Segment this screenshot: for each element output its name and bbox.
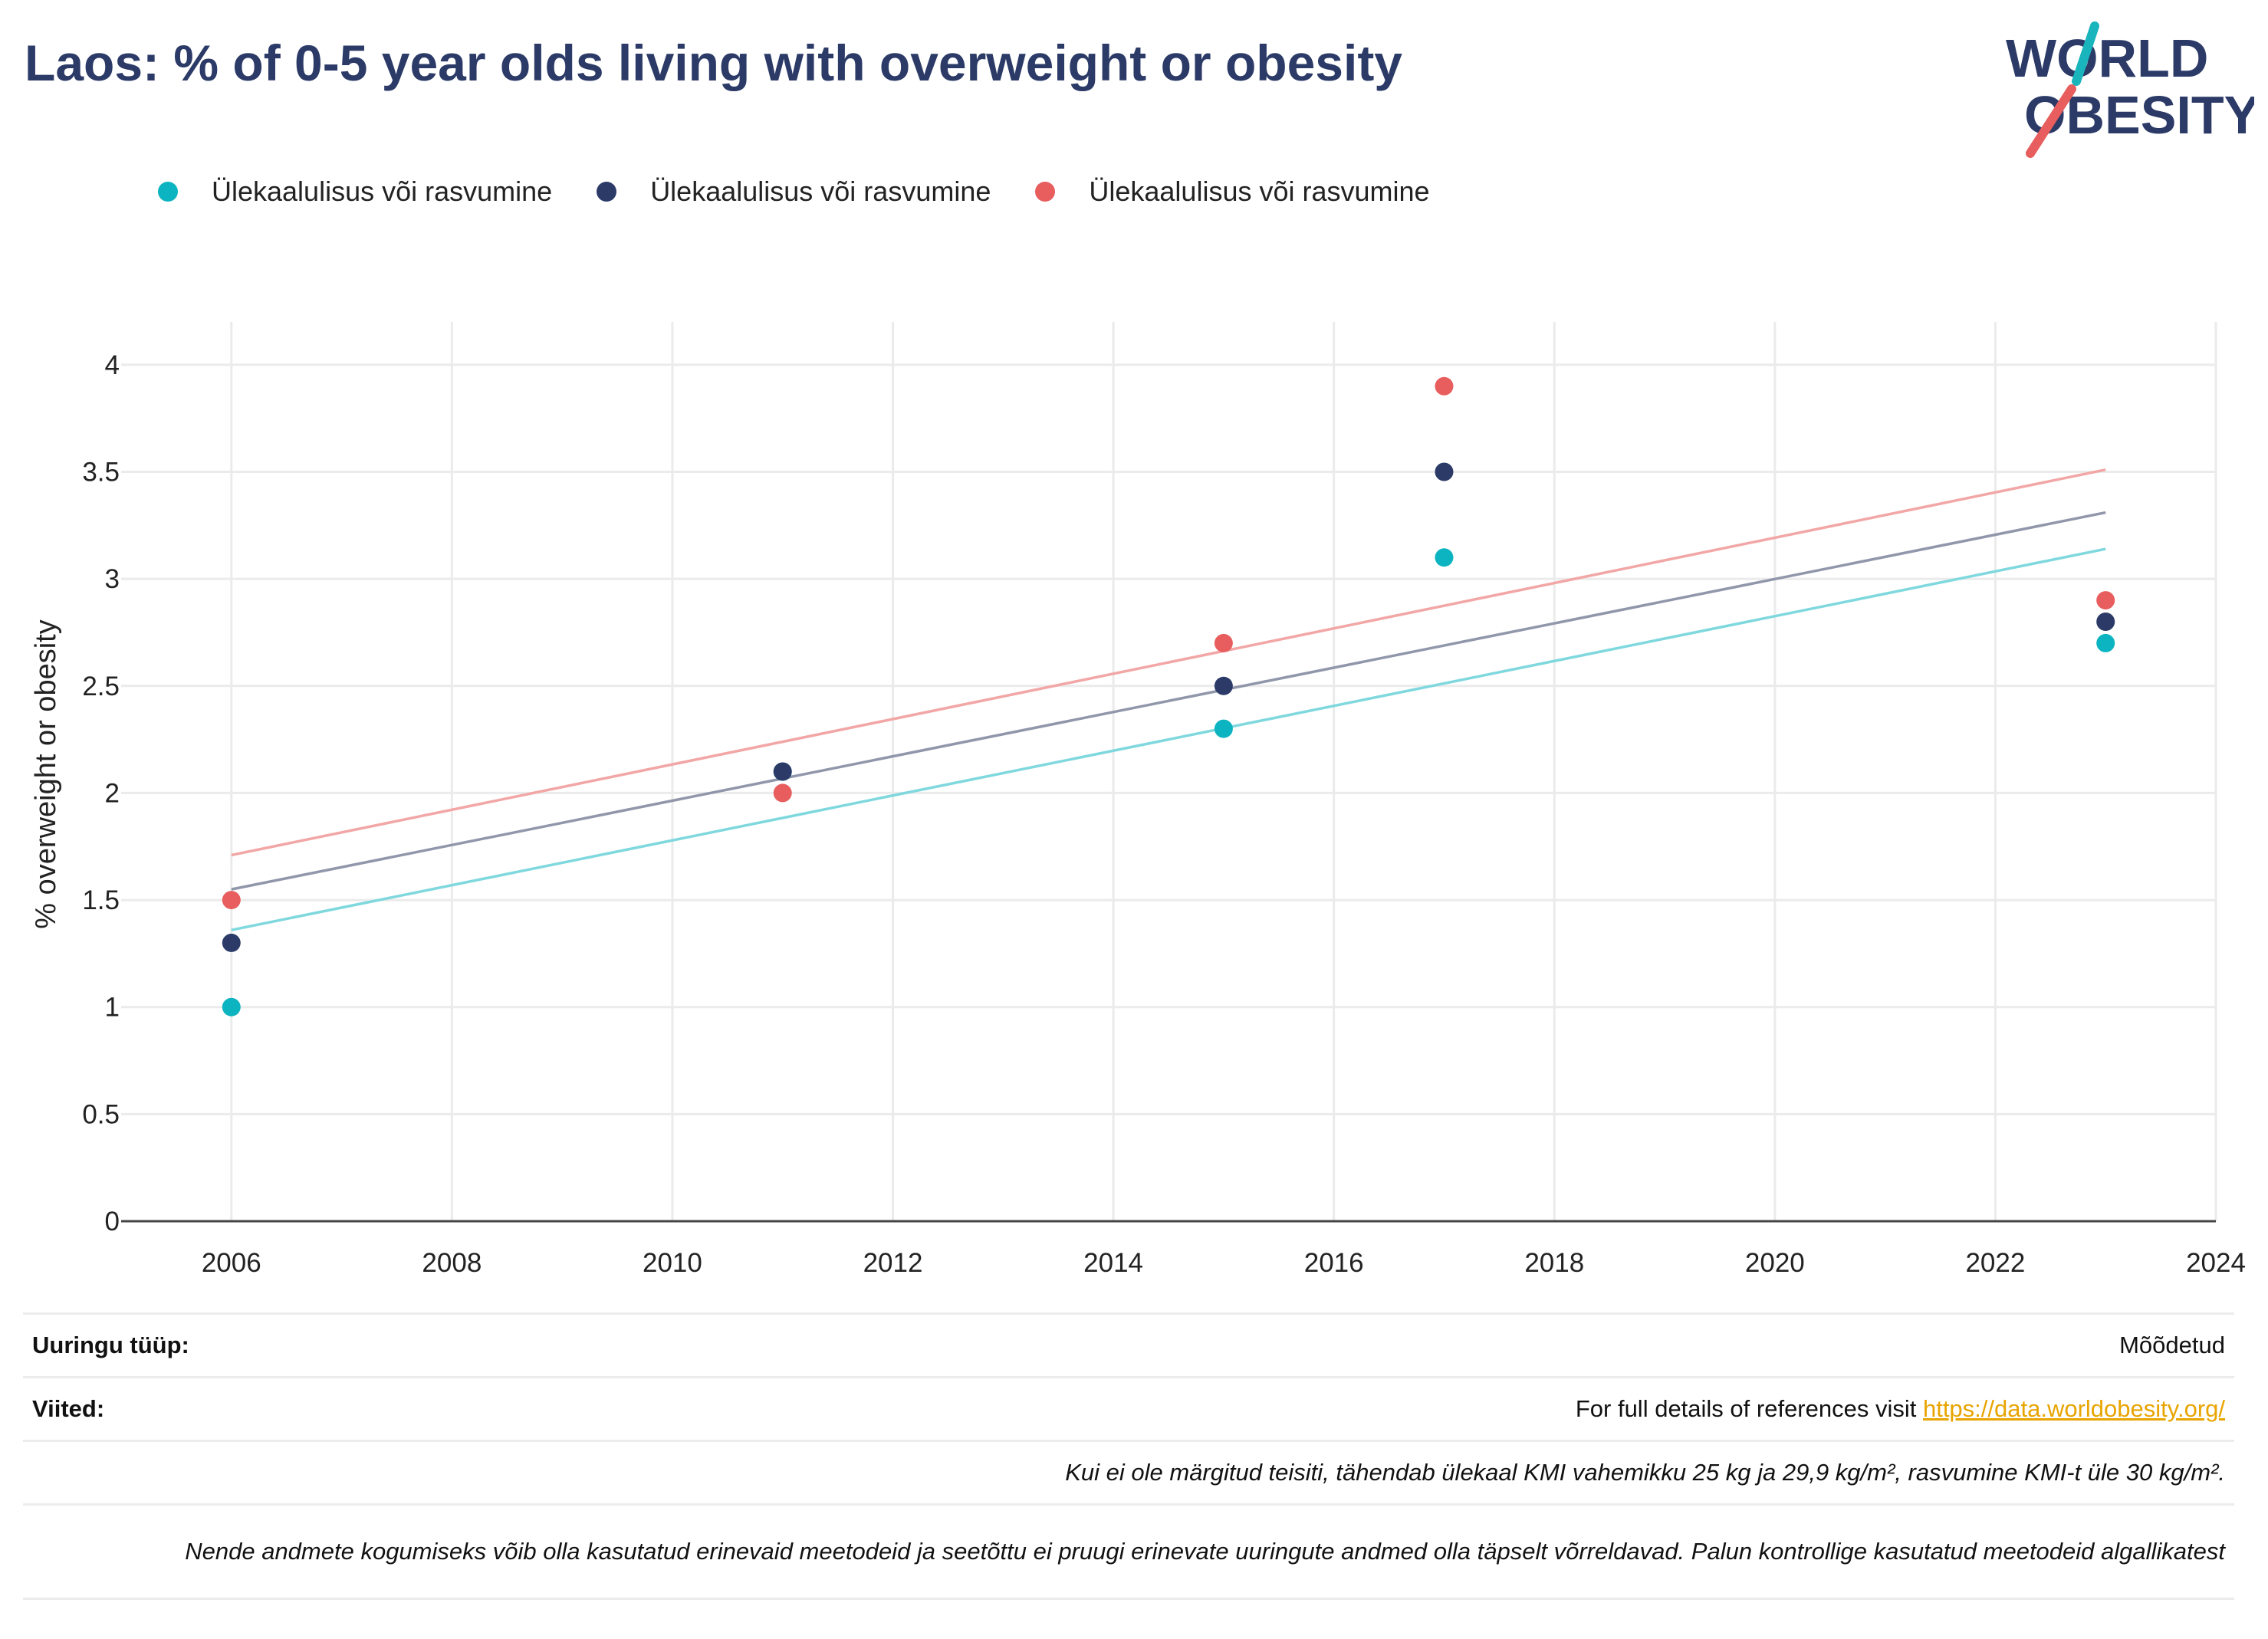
data-point-series-2[interactable] [1214,676,1233,695]
legend-label-3: Ülekaalulisus või rasvumine [1089,176,1430,207]
data-point-series-2[interactable] [1435,462,1454,481]
data-point-series-1[interactable] [2096,633,2115,652]
y-tick-label: 0 [105,1207,120,1237]
data-point-series-3[interactable] [773,783,792,803]
x-tick-label: 2012 [863,1248,923,1278]
legend-label-1: Ülekaalulisus või rasvumine [212,176,553,207]
y-tick-label: 4 [105,350,120,380]
y-tick-labels: 0 0.5 1 1.5 2 2.5 3 3.5 4 [82,350,120,1237]
grid-lines [121,322,2217,1221]
y-tick-label: 1.5 [82,885,120,915]
legend-marker-2 [597,182,617,202]
survey-type-label: Uuringu tüüp: [32,1332,189,1358]
bmi-note-row: Kui ei ole märgitud teisiti, tähendab ül… [23,1440,2234,1503]
y-tick-label: 3.5 [82,458,120,488]
y-axis-title: % overweight or obesity [30,619,62,928]
data-point-series-1[interactable] [222,997,241,1017]
world-obesity-logo[interactable]: WORLD OBESITY [2001,21,2254,159]
x-tick-label: 2010 [643,1248,702,1278]
x-tick-label: 2006 [202,1248,261,1278]
x-tick-label: 2024 [2186,1248,2246,1278]
x-tick-labels: 2006 2008 2010 2012 2014 2016 2018 2020 2022 2024 [202,1248,2246,1278]
logo-line1: WORLD [2006,28,2208,88]
references-row: Viited: For full details of references v… [23,1376,2234,1440]
references-text: For full details of references visit [1575,1395,1923,1422]
survey-type-row: Uuringu tüüp: Mõõdetud [23,1312,2234,1376]
references-value: For full details of references visit htt… [1576,1395,2225,1423]
x-tick-label: 2008 [422,1248,482,1278]
x-tick-label: 2016 [1304,1248,1364,1278]
data-point-series-2[interactable] [2096,613,2115,631]
bmi-note: Kui ei ole märgitud teisiti, tähendab ül… [1065,1459,2225,1486]
references-label: Viited: [32,1395,105,1422]
data-points [222,376,2115,1017]
data-point-series-2[interactable] [222,933,241,952]
data-point-series-3[interactable] [1435,376,1454,396]
legend-item-series-3[interactable]: Ülekaalulisus või rasvumine [1035,176,1430,208]
info-table: Uuringu tüüp: Mõõdetud Viited: For full … [23,1312,2234,1600]
data-point-series-3[interactable] [1214,633,1233,652]
legend-marker-3 [1035,182,1056,202]
trendline-series-1 [231,547,2106,931]
legend-marker-1 [158,182,178,202]
x-tick-label: 2018 [1524,1248,1584,1278]
methods-note-row: Nende andmete kogumiseks võib olla kasut… [23,1503,2234,1600]
y-tick-label: 3 [105,564,120,594]
logo-coral-slash [2026,84,2076,158]
trendline-series-3 [231,468,2106,857]
y-tick-label: 2 [105,778,120,808]
legend-label-2: Ülekaalulisus või rasvumine [650,176,991,207]
references-link[interactable]: https://data.worldobesity.org/ [1922,1395,2225,1422]
trendlines [231,468,2106,931]
survey-type-value: Mõõdetud [2119,1332,2225,1358]
legend-item-series-1[interactable]: Ülekaalulisus või rasvumine [158,176,552,208]
chart-legend: Ülekaalulisus või rasvumine Ülekaalulisu… [158,170,1474,213]
x-tick-label: 2020 [1745,1248,1805,1278]
trendline-series-2 [231,511,2106,891]
x-tick-label: 2022 [1965,1248,2025,1278]
scatter-chart: 2006 2008 2010 2012 2014 2016 2018 2020 2022 2024… [30,322,2246,1278]
data-point-series-1[interactable] [1435,548,1454,567]
legend-item-series-2[interactable]: Ülekaalulisus või rasvumine [597,176,991,208]
data-point-series-2[interactable] [773,762,792,781]
y-tick-label: 2.5 [82,672,120,701]
data-point-series-3[interactable] [2096,591,2115,610]
methods-note: Nende andmete kogumiseks võib olla kasut… [185,1538,2225,1565]
chart-title: Laos: % of 0-5 year olds living with ove… [25,34,1403,91]
y-tick-label: 0.5 [82,1099,120,1129]
data-point-series-3[interactable] [222,891,241,910]
x-tick-label: 2014 [1083,1248,1143,1278]
y-tick-label: 1 [105,993,120,1023]
data-point-series-1[interactable] [1214,719,1233,738]
logo-teal-slash [2072,21,2099,86]
